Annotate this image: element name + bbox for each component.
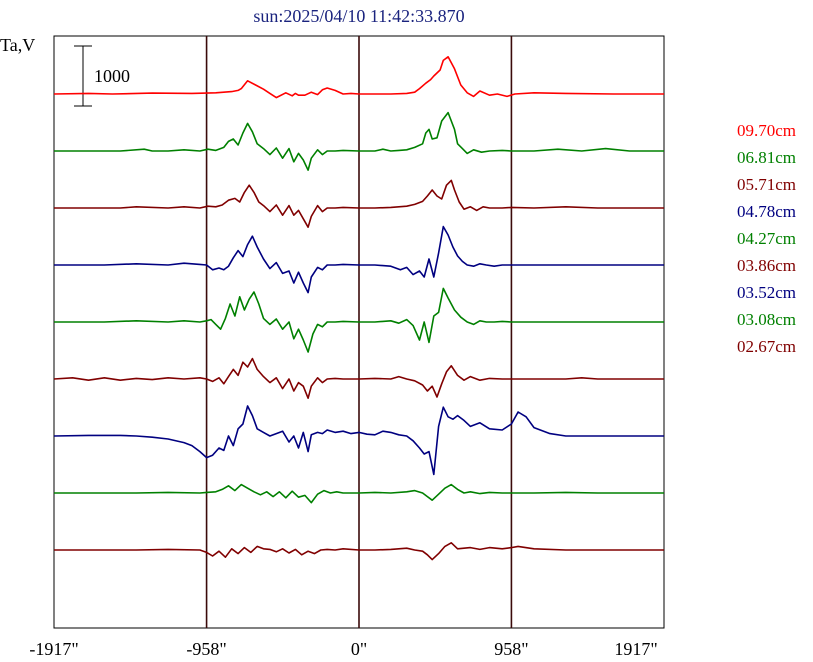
legend-item: 04.27cm [737,229,796,248]
legend-item: 03.08cm [737,310,796,329]
chart-title: sun:2025/04/10 11:42:33.870 [253,6,464,26]
vertical-guide-lines [205,36,513,628]
series-layer [53,55,664,561]
legend-item: 06.81cm [737,148,796,167]
legend-item: 03.52cm [737,283,796,302]
legend-item: 03.86cm [737,256,796,275]
legend-item: 09.70cm [737,121,796,140]
series-line-04.27cm [54,287,664,353]
series-line-03.86cm [53,357,664,400]
series-line-05.71cm [54,179,664,228]
series-line-09.70cm [53,55,664,99]
legend: 09.70cm 06.81cm 05.71cm 04.78cm 04.27cm 03.86… [737,121,796,356]
legend-item: 02.67cm [737,337,796,356]
x-tick-label: 1917" [614,639,657,659]
x-tick-label: 958" [494,639,528,659]
legend-item: 05.71cm [737,175,796,194]
x-tick-label: -1917" [29,639,78,659]
x-tick-labels: -1917" -958" 0" 958" 1917" [29,639,657,659]
series-line-04.78cm [54,225,664,294]
y-axis-label: Ta,V [0,35,35,55]
legend-item: 04.78cm [737,202,796,221]
series-line-03.52cm [53,405,664,476]
x-tick-label: 0" [351,639,367,659]
scale-bar: 1000 [74,45,130,107]
series-line-02.67cm [54,541,664,561]
scale-bar-label: 1000 [94,66,130,86]
series-line-06.81cm [54,111,664,171]
x-tick-label: -958" [186,639,226,659]
series-line-03.08cm [54,483,664,504]
